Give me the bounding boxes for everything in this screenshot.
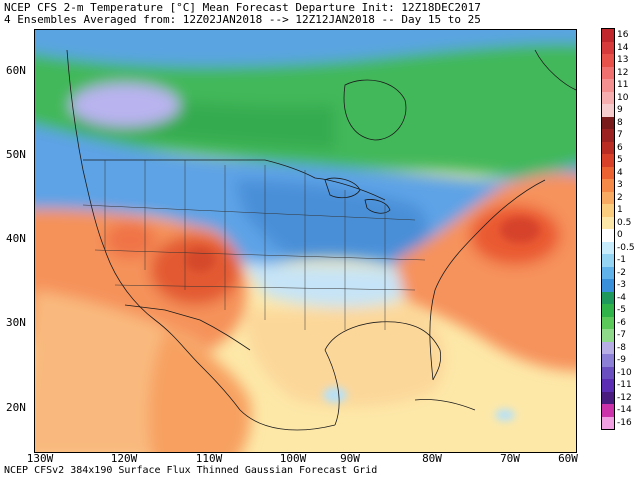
- colorbar-label: 8: [617, 117, 623, 128]
- colorbar-label: -11: [617, 380, 632, 391]
- colorbar-swatch: [602, 404, 614, 417]
- lat-label-40n: 40N: [6, 232, 26, 245]
- colorbar-label: 3: [617, 180, 623, 191]
- lon-label-130w: 130W: [26, 452, 54, 465]
- colorbar-swatch: [602, 54, 614, 67]
- lat-label-30n: 30N: [6, 316, 26, 329]
- temperature-anomaly-map: [35, 30, 576, 452]
- lon-label-100w: 100W: [279, 452, 307, 465]
- map-subtitle: 4 Ensembles Averaged from: 12Z02JAN2018 …: [4, 13, 481, 26]
- colorbar-label: -12: [617, 392, 632, 403]
- colorbar: [601, 28, 615, 430]
- lon-label-60w: 60W: [558, 452, 578, 465]
- anomaly-detail: [185, 217, 540, 421]
- colorbar-swatch: [602, 79, 614, 92]
- colorbar-swatch: [602, 229, 614, 242]
- colorbar-swatch: [602, 366, 614, 379]
- colorbar-swatch: [602, 391, 614, 404]
- colorbar-label: 10: [617, 92, 629, 103]
- footer-caption: NCEP CFSv2 384x190 Surface Flux Thinned …: [4, 465, 378, 476]
- colorbar-swatch: [602, 266, 614, 279]
- map-panel: [34, 29, 577, 453]
- colorbar-label: -3: [617, 280, 626, 291]
- colorbar-swatch: [602, 141, 614, 154]
- colorbar-swatch: [602, 41, 614, 54]
- colorbar-swatch: [602, 91, 614, 104]
- colorbar-label: 12: [617, 67, 629, 78]
- colorbar-label: -4: [617, 292, 626, 303]
- anomaly-field: [35, 30, 576, 452]
- colorbar-label: 9: [617, 105, 623, 116]
- colorbar-label: -16: [617, 417, 632, 428]
- lat-label-60n: 60N: [6, 64, 26, 77]
- colorbar-label: 13: [617, 55, 629, 66]
- colorbar-swatch: [602, 66, 614, 79]
- state-borders: [82, 160, 426, 330]
- lat-label-20n: 20N: [6, 401, 26, 414]
- colorbar-label: -5: [617, 305, 626, 316]
- colorbar-swatch: [602, 379, 614, 392]
- lon-label-120w: 120W: [110, 452, 138, 465]
- lon-label-110w: 110W: [195, 452, 223, 465]
- lon-label-80w: 80W: [422, 452, 442, 465]
- colorbar-label: -8: [617, 342, 626, 353]
- colorbar-label: 14: [617, 42, 629, 53]
- colorbar-swatch: [602, 179, 614, 192]
- colorbar-label: 11: [617, 80, 629, 91]
- colorbar-swatch: [602, 279, 614, 292]
- colorbar-swatch: [602, 316, 614, 329]
- lon-label-90w: 90W: [340, 452, 360, 465]
- colorbar-label: -14: [617, 405, 632, 416]
- colorbar-swatch: [602, 254, 614, 267]
- colorbar-swatch: [602, 29, 614, 42]
- colorbar-swatch: [602, 204, 614, 217]
- colorbar-label: 6: [617, 142, 623, 153]
- colorbar-label: -6: [617, 317, 626, 328]
- colorbar-swatch: [602, 241, 614, 254]
- colorbar-label: 16: [617, 30, 629, 41]
- colorbar-swatch: [602, 416, 614, 429]
- colorbar-swatch: [602, 304, 614, 317]
- lat-label-50n: 50N: [6, 148, 26, 161]
- colorbar-label: -7: [617, 330, 626, 341]
- colorbar-swatch: [602, 341, 614, 354]
- colorbar-swatch: [602, 129, 614, 142]
- colorbar-swatch: [602, 216, 614, 229]
- colorbar-label: 0.5: [617, 217, 632, 228]
- colorbar-swatch: [602, 116, 614, 129]
- colorbar-swatch: [602, 104, 614, 117]
- lon-label-70w: 70W: [500, 452, 520, 465]
- colorbar-swatch: [602, 154, 614, 167]
- colorbar-label: -0.5: [617, 242, 635, 253]
- colorbar-swatch: [602, 191, 614, 204]
- colorbar-swatch: [602, 329, 614, 342]
- colorbar-label: 0: [617, 230, 623, 241]
- colorbar-label: -9: [617, 355, 626, 366]
- colorbar-label: 4: [617, 167, 623, 178]
- colorbar-label: -1: [617, 255, 626, 266]
- colorbar-label: -2: [617, 267, 626, 278]
- colorbar-label: 1: [617, 205, 623, 216]
- colorbar-swatch: [602, 354, 614, 367]
- colorbar-label: 7: [617, 130, 623, 141]
- colorbar-swatch: [602, 291, 614, 304]
- colorbar-label: -10: [617, 367, 632, 378]
- colorbar-swatch: [602, 166, 614, 179]
- map-title: NCEP CFS 2-m Temperature [°C] Mean Forec…: [4, 1, 481, 14]
- coastlines: [66, 49, 576, 431]
- colorbar-label: 2: [617, 192, 623, 203]
- colorbar-label: 5: [617, 155, 623, 166]
